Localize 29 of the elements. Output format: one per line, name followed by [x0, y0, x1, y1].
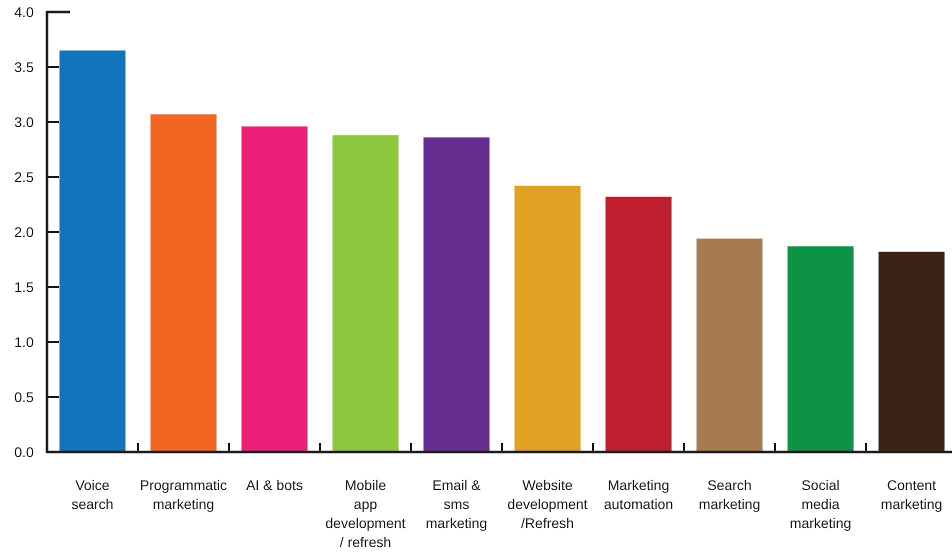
y-tick-label: 2.0	[14, 224, 34, 240]
bar	[696, 238, 763, 452]
x-tick-label: Voice search	[71, 477, 114, 512]
y-tick-label: 2.5	[14, 168, 34, 185]
y-tick-label: 1.0	[14, 334, 34, 350]
bar	[332, 135, 398, 452]
x-tick-label: AI & bots	[246, 477, 303, 493]
bar	[59, 50, 126, 452]
bar	[514, 186, 580, 452]
y-tick-label: 4.0	[14, 4, 34, 20]
x-tick-label: Social media marketing	[790, 477, 852, 531]
y-tick-label: 3.5	[14, 58, 34, 75]
x-tick-label: Programmatic marketing	[140, 477, 228, 512]
bar	[878, 252, 945, 452]
y-tick-label: 0.5	[14, 388, 34, 405]
x-tick-label: Email & sms marketing	[426, 477, 488, 531]
x-tick-label: Marketing automation	[604, 477, 674, 512]
x-tick-label: Content marketing	[880, 477, 942, 512]
bar	[241, 126, 308, 452]
bar	[606, 196, 672, 452]
x-tick-label: Search marketing	[698, 477, 760, 512]
bar	[424, 137, 490, 452]
y-tick-label: 0.0	[14, 444, 34, 460]
x-tick-label: Mobile app development / refresh	[325, 477, 406, 550]
y-tick-label: 1.5	[14, 278, 34, 295]
y-tick-label: 3.0	[14, 114, 34, 130]
bar	[788, 246, 854, 452]
x-tick-label: Website development /Refresh	[507, 477, 588, 531]
bar	[150, 114, 216, 452]
